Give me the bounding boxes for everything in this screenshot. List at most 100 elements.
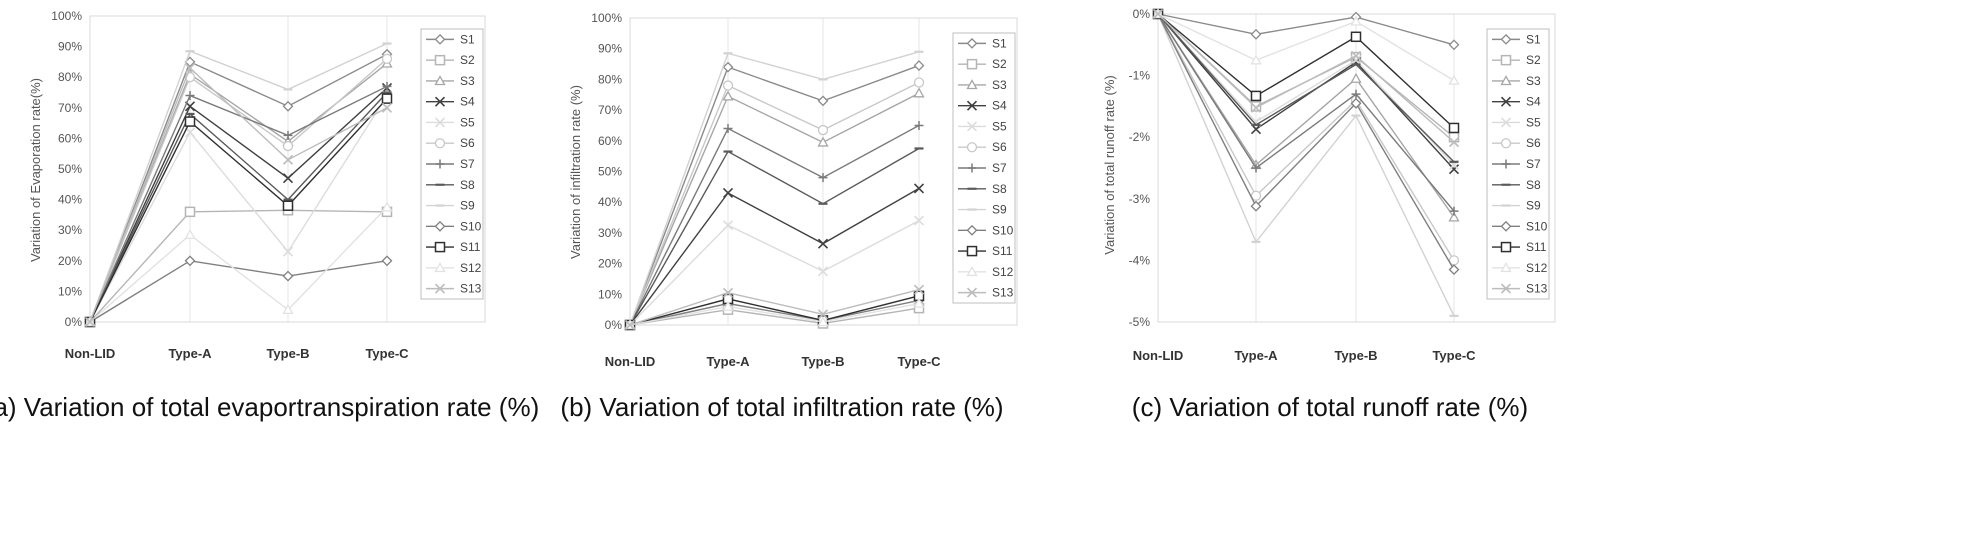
legend-marker-s12 bbox=[434, 262, 446, 273]
legend-marker-s11 bbox=[1500, 241, 1512, 253]
legend-label: S2 bbox=[992, 57, 1007, 71]
series-line-s7 bbox=[629, 124, 920, 326]
series-line-s12 bbox=[89, 206, 388, 323]
y-tick-label: 40% bbox=[58, 193, 82, 207]
data-point-s13 bbox=[1152, 8, 1164, 20]
y-tick-label: -5% bbox=[1129, 315, 1151, 329]
y-tick-label: 0% bbox=[1133, 7, 1151, 21]
series-line-s13 bbox=[89, 66, 388, 323]
legend-label: S7 bbox=[1526, 157, 1541, 171]
data-point-s6 bbox=[381, 53, 393, 64]
data-point-s13 bbox=[1250, 102, 1262, 113]
data-point-s10 bbox=[1350, 97, 1362, 109]
legend-marker-s5 bbox=[434, 117, 446, 128]
legend-label: S1 bbox=[1526, 32, 1541, 46]
data-point-s13 bbox=[1350, 50, 1362, 61]
data-point-s3 bbox=[722, 90, 734, 101]
data-point-s13 bbox=[282, 154, 294, 165]
figure-caption: (c) Variation of total runoff rate (%) bbox=[1132, 392, 1528, 422]
series-line-s11 bbox=[1157, 13, 1455, 129]
series-line-s1 bbox=[629, 64, 920, 326]
legend-label: S12 bbox=[992, 265, 1014, 279]
legend-label: S13 bbox=[460, 282, 482, 296]
y-tick-label: -3% bbox=[1129, 192, 1151, 206]
legend-label: S8 bbox=[992, 182, 1007, 196]
data-point-s11 bbox=[1448, 122, 1460, 134]
y-tick-label: 20% bbox=[58, 254, 82, 268]
series-line-s12 bbox=[1157, 13, 1455, 82]
legend-label: S9 bbox=[1526, 199, 1541, 213]
x-category-label: Type-C bbox=[897, 354, 941, 369]
y-tick-label: 90% bbox=[598, 42, 622, 56]
y-axis-label: Variation of infiltration rate (%) bbox=[568, 85, 583, 259]
legend-label: S8 bbox=[1526, 178, 1541, 192]
series-line-s5 bbox=[89, 95, 388, 323]
y-tick-label: 20% bbox=[598, 257, 622, 271]
data-point-s13 bbox=[722, 287, 734, 298]
legend-marker-s10 bbox=[434, 220, 446, 232]
data-point-s1 bbox=[1250, 28, 1262, 40]
data-point-s2 bbox=[1448, 131, 1460, 143]
legend-marker-s4 bbox=[1500, 96, 1512, 107]
legend-marker-s13 bbox=[1500, 283, 1512, 294]
data-point-s12 bbox=[1448, 74, 1460, 85]
chart-panel-runoff: 0% -1% -2% -3% -4% -5% Non-LID Type-A Type-B Type… bbox=[1102, 7, 1556, 422]
y-tick-label: 70% bbox=[58, 101, 82, 115]
data-point-s7 bbox=[723, 124, 733, 134]
figure-caption: (a) Variation of total evaportranspirati… bbox=[0, 392, 539, 422]
data-point-s3 bbox=[1350, 72, 1362, 83]
series-s11 bbox=[1152, 8, 1460, 134]
legend-marker-s7 bbox=[1501, 159, 1511, 169]
series-line-s8 bbox=[1157, 13, 1455, 163]
legend-marker-s4 bbox=[434, 96, 446, 107]
data-point-s6 bbox=[913, 77, 925, 88]
legend-label: S6 bbox=[1526, 136, 1541, 150]
x-category-label: Type-C bbox=[1432, 348, 1476, 363]
y-tick-label: 10% bbox=[58, 284, 82, 298]
legend-label: S4 bbox=[992, 99, 1007, 113]
legend-label: S13 bbox=[1526, 282, 1548, 296]
data-point-s10 bbox=[1448, 264, 1460, 276]
data-point-s7 bbox=[283, 130, 293, 140]
series-s1 bbox=[1152, 8, 1460, 51]
series-line-s7 bbox=[89, 85, 388, 323]
series-line-s1 bbox=[1157, 13, 1455, 46]
data-point-s7 bbox=[1251, 163, 1261, 173]
series-line-s4 bbox=[1157, 13, 1455, 170]
series-s7 bbox=[85, 81, 392, 327]
x-category-label: Type-C bbox=[365, 346, 409, 361]
data-point-s13 bbox=[84, 316, 96, 328]
series-s4 bbox=[624, 183, 925, 331]
data-point-s1 bbox=[913, 60, 925, 72]
data-point-s1 bbox=[722, 61, 734, 73]
data-point-s7 bbox=[818, 173, 828, 183]
data-point-s12 bbox=[722, 300, 734, 311]
legend-marker-s6 bbox=[1500, 138, 1512, 149]
data-point-s12 bbox=[184, 228, 196, 240]
data-point-s11 bbox=[184, 116, 196, 127]
data-point-s4 bbox=[282, 173, 294, 184]
x-category-label: Type-A bbox=[706, 354, 750, 369]
legend-marker-s11 bbox=[434, 241, 446, 253]
data-point-s12 bbox=[913, 297, 925, 308]
data-point-s5 bbox=[913, 215, 925, 226]
series-line-s6 bbox=[1157, 13, 1455, 261]
legend-marker-s13 bbox=[434, 283, 446, 294]
series-s4 bbox=[84, 82, 393, 328]
y-axis-label: Variation of total runoff rate (%) bbox=[1102, 75, 1117, 254]
legend-label: S6 bbox=[992, 140, 1007, 154]
series-line-s9 bbox=[629, 51, 920, 326]
series-line-s6 bbox=[89, 58, 388, 323]
y-tick-label: 100% bbox=[591, 11, 622, 25]
legend-marker-s13 bbox=[966, 287, 978, 298]
legend: S1 S2 S3 S4 S5 S6 S7 S8 S9 S10 S11 S12 S13 bbox=[420, 28, 484, 300]
series-line-s12 bbox=[629, 302, 920, 326]
y-tick-label: 70% bbox=[598, 103, 622, 117]
legend-label: S10 bbox=[460, 219, 482, 233]
data-point-s10 bbox=[381, 255, 393, 267]
series-line-s10 bbox=[1157, 13, 1455, 270]
series-line-s5 bbox=[629, 220, 920, 326]
x-category-label: Type-A bbox=[168, 346, 212, 361]
data-point-s4 bbox=[722, 187, 734, 199]
